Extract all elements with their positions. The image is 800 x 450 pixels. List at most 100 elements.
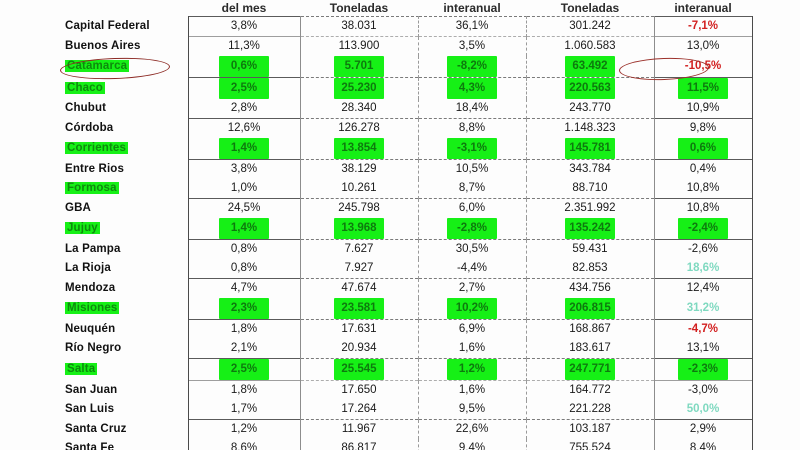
value-cell-c4: 755.524	[525, 439, 655, 450]
value-cell-c3: 1,6%	[417, 339, 527, 359]
province-name-highlight: Misiones	[65, 302, 120, 315]
province-name-cell: San Juan	[65, 383, 118, 396]
highlighted-value: -2,4%	[678, 218, 728, 239]
province-name-highlight: Corrientes	[65, 142, 129, 155]
province-name-cell: Santa Cruz	[65, 422, 127, 435]
table-row: San Luis 1,7% 17.264 9,5% 221.228 50,0%	[62, 400, 753, 420]
value-cell-c1: 12,6%	[187, 118, 301, 138]
value-cell-c1: 2,5%	[187, 358, 301, 381]
value-cell-c4: 135.242	[525, 218, 655, 240]
value-cell-c5: 9,8%	[653, 118, 753, 138]
province-name-highlight: Formosa	[65, 182, 119, 195]
province-name-cell: Jujuy	[62, 218, 188, 240]
column-header-del-mes: del mes	[221, 1, 267, 15]
highlighted-value: 25.230	[334, 78, 384, 99]
province-name-cell: La Pampa	[65, 242, 121, 255]
value-cell-c1: 2,1%	[187, 339, 301, 359]
value-cell-c2: 126.278	[299, 118, 419, 138]
value-cell-c1: 1,4%	[187, 138, 301, 160]
value-cell-c2: 86.817	[299, 439, 419, 450]
value-cell-c3: -8,2%	[417, 56, 527, 78]
value-cell-c1: 1,0%	[187, 179, 301, 199]
highlighted-value: 2,5%	[219, 359, 269, 380]
province-name-cell: Entre Rios	[65, 162, 125, 175]
value-cell-c4: 2.351.992	[525, 198, 655, 218]
table-row: Río Negro 2,1% 20.934 1,6% 183.617 13,1%	[62, 339, 753, 359]
value-cell-c4: 183.617	[525, 339, 655, 359]
value-cell-c4: 243.770	[525, 99, 655, 119]
value-cell-c3: 4,3%	[417, 77, 527, 99]
value-cell-c2: 13.968	[299, 218, 419, 240]
highlighted-value: 13.968	[334, 218, 384, 239]
value-cell-c5: 10,9%	[653, 99, 753, 119]
table-row: Catamarca 0,6% 5.701 -8,2% 63.492 -10,5%	[62, 56, 753, 78]
table-row: Mendoza 4,7% 47.674 2,7% 434.756 12,4%	[62, 278, 753, 298]
province-name-cell: Neuquén	[65, 322, 116, 335]
value-cell-c3: 10,2%	[417, 298, 527, 320]
highlighted-value: -2,8%	[447, 218, 497, 239]
value-cell-c3: 10,5%	[417, 159, 527, 179]
value-cell-c3: 2,7%	[417, 278, 527, 298]
highlighted-value: 13.854	[334, 138, 384, 159]
value-cell-c2: 113.900	[299, 36, 419, 56]
value-cell-c3: 22,6%	[417, 419, 527, 439]
value-cell-c1: 1,2%	[187, 419, 301, 439]
province-name-cell: Salta	[62, 359, 188, 381]
province-name-highlight: Catamarca	[65, 60, 130, 73]
value-cell-c2: 7.627	[299, 239, 419, 259]
value-cell-c2: 17.650	[299, 380, 419, 400]
province-name-cell: Chubut	[65, 102, 107, 115]
value-cell-c4: 434.756	[525, 278, 655, 298]
highlighted-value: 23.581	[334, 298, 384, 319]
value-cell-c1: 1,4%	[187, 218, 301, 240]
value-cell-c3: -3,1%	[417, 138, 527, 160]
value-cell-c5: 31,2%	[653, 298, 753, 320]
value-cell-c5: 10,8%	[653, 198, 753, 218]
table-row: Corrientes 1,4% 13.854 -3,1% 145.781 0,6%	[62, 138, 753, 160]
table-row: Jujuy 1,4% 13.968 -2,8% 135.242 -2,4%	[62, 218, 753, 240]
value-cell-c4: 59.431	[525, 239, 655, 259]
province-name-highlight: Salta	[65, 363, 98, 375]
column-header-province	[62, 0, 188, 17]
value-cell-c2: 13.854	[299, 138, 419, 160]
value-cell-c1: 2,3%	[187, 298, 301, 320]
negative-value: -7,1%	[687, 20, 719, 32]
highlighted-value: 25.545	[334, 359, 384, 380]
province-name-cell: Catamarca	[62, 56, 188, 78]
value-cell-c4: 164.772	[525, 380, 655, 400]
value-cell-c3: 30,5%	[417, 239, 527, 259]
value-cell-c1: 2,5%	[187, 77, 301, 99]
value-cell-c1: 0,6%	[187, 56, 301, 78]
value-cell-c4: 220.563	[525, 77, 655, 99]
province-name-cell: GBA	[65, 201, 92, 214]
value-cell-c1: 2,8%	[187, 99, 301, 119]
value-cell-c2: 17.631	[299, 319, 419, 339]
highlighted-value: 145.781	[565, 138, 615, 159]
table-header: del mes Toneladas interanual Toneladas i…	[62, 0, 752, 17]
highlighted-value: 2,3%	[219, 298, 269, 319]
province-name-cell: Misiones	[62, 298, 188, 320]
table-row: Chaco 2,5% 25.230 4,3% 220.563 11,5%	[62, 77, 753, 99]
column-header-interanual-2: interanual	[674, 1, 732, 15]
table-row: La Rioja 0,8% 7.927 -4,4% 82.853 18,6%	[62, 259, 753, 279]
teal-value: 31,2%	[686, 302, 720, 314]
highlighted-value: 247.771	[565, 359, 615, 380]
value-cell-c1: 0,8%	[187, 259, 301, 279]
province-name-cell: San Luis	[65, 403, 115, 416]
value-cell-c2: 25.545	[299, 358, 419, 381]
value-cell-c5: -10,5%	[653, 56, 753, 78]
value-cell-c1: 11,3%	[187, 36, 301, 56]
value-cell-c2: 20.934	[299, 339, 419, 359]
value-cell-c2: 17.264	[299, 400, 419, 420]
province-name-cell: Córdoba	[65, 121, 114, 134]
value-cell-c5: 0,6%	[653, 138, 753, 160]
value-cell-c4: 221.228	[525, 400, 655, 420]
value-cell-c3: -4,4%	[417, 259, 527, 279]
value-cell-c3: 1,2%	[417, 358, 527, 381]
value-cell-c1: 1,8%	[187, 319, 301, 339]
value-cell-c3: 6,0%	[417, 198, 527, 218]
teal-value: 18,6%	[686, 262, 720, 274]
value-cell-c5: -2,4%	[653, 218, 753, 240]
table-row: Capital Federal 3,8% 38.031 36,1% 301.242 -7,…	[62, 16, 753, 37]
